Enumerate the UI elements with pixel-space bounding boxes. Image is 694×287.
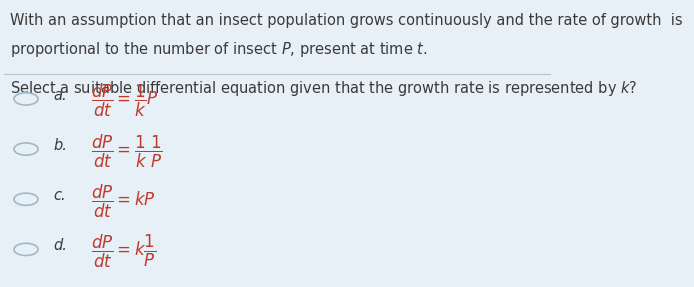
Text: $\dfrac{dP}{dt} = \dfrac{1}{k}P$: $\dfrac{dP}{dt} = \dfrac{1}{k}P$ — [92, 82, 159, 119]
Text: With an assumption that an insect population grows continuously and the rate of : With an assumption that an insect popula… — [10, 13, 682, 28]
Text: $\dfrac{dP}{dt} = k\dfrac{1}{P}$: $\dfrac{dP}{dt} = k\dfrac{1}{P}$ — [92, 233, 157, 270]
Text: proportional to the number of insect $\mathit{P}$, present at time $\mathit{t}$.: proportional to the number of insect $\m… — [10, 40, 428, 59]
Text: d.: d. — [53, 238, 67, 253]
Text: Select a suitable differential equation given that the growth rate is represente: Select a suitable differential equation … — [10, 79, 637, 98]
Text: b.: b. — [53, 138, 67, 153]
Text: c.: c. — [53, 188, 66, 203]
Text: a.: a. — [53, 88, 67, 103]
Text: $\dfrac{dP}{dt} = kP$: $\dfrac{dP}{dt} = kP$ — [92, 183, 156, 220]
Text: $\dfrac{dP}{dt} = \dfrac{1\ 1}{k\ P}$: $\dfrac{dP}{dt} = \dfrac{1\ 1}{k\ P}$ — [92, 132, 163, 170]
